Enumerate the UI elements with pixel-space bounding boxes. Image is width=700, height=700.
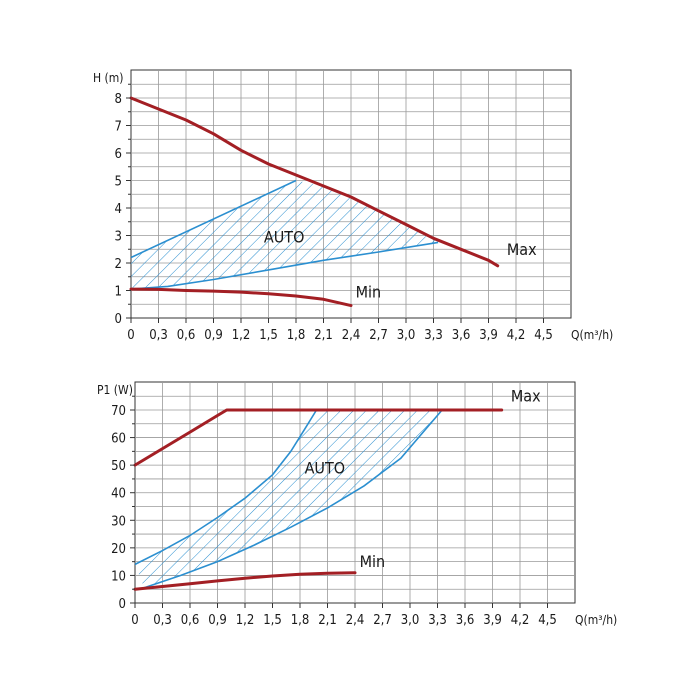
head-y-tick-label: 6 [115,147,122,162]
power-x-axis-label: Q(m³/h) [575,613,617,627]
power-x-tick-label: 1,5 [263,613,282,628]
power-max-curve [133,408,504,467]
power-x-tick-label: 4,2 [511,613,530,628]
power-y-axis-label: P1 (W) [97,383,133,397]
power-auto-upper-line [134,409,318,566]
head-y-tick-label: 5 [115,175,122,190]
head-auto-label: AUTO [264,227,305,246]
power-x-tick-label: 0 [131,613,138,628]
head-x-tick-label: 1,8 [287,328,306,343]
power-y-tick-label: 20 [111,542,126,557]
power-y-tick-label: 30 [111,514,126,529]
head-min-curve [129,287,353,308]
head-x-tick-label: 2,7 [369,328,388,343]
head-x-axis-label: Q(m³/h) [571,328,613,342]
power-x-tick-label: 2,7 [373,613,392,628]
head-x-tick-label: 4,2 [507,328,526,343]
head-auto-upper-line [130,179,297,259]
power-x-tick-label: 3,9 [483,613,502,628]
power-x-tick-label: 0,9 [208,613,227,628]
power-x-tick-label: 1,2 [236,613,255,628]
power-x-ticks: 0 0,3 0,6 0,9 1,2 1,5 1,8 2,1 2,4 2,7 3,0 3,3 3,6 3,9… [131,603,557,628]
head-x-tick-label: 2,4 [342,328,361,343]
head-x-tick-label: 3,9 [479,328,498,343]
head-x-tick-label: 0,9 [204,328,223,343]
head-auto-lower-line [130,241,439,290]
head-x-tick-label: 4,5 [534,328,553,343]
power-y-tick-label: 40 [111,487,126,502]
head-x-tick-label: 3,3 [424,328,443,343]
power-max-label: Max [511,387,541,406]
power-y-ticks: 0 10 20 30 40 50 60 70 [111,395,135,612]
head-chart: 0 0,3 0,6 0,9 1,2 1,5 1,8 2,1 2,4 2,7 3,0 3,3 3,6 3,9… [93,69,613,343]
head-y-tick-label: 7 [115,120,122,135]
head-x-tick-label: 2,1 [314,328,333,343]
power-y-tick-label: 50 [111,459,126,474]
head-y-tick-label: 1 [115,285,122,300]
power-x-tick-label: 0,6 [181,613,200,628]
power-min-curve [133,571,357,591]
head-x-tick-label: 0,3 [149,328,168,343]
power-x-tick-label: 0,3 [153,613,172,628]
power-x-tick-label: 3,3 [428,613,447,628]
power-y-tick-label: 10 [111,569,126,584]
power-chart: 0 0,3 0,6 0,9 1,2 1,5 1,8 2,1 2,4 2,7 3,0 3,3 3,6 3,9… [97,381,617,628]
head-x-tick-label: 0,6 [177,328,196,343]
head-x-ticks: 0 0,3 0,6 0,9 1,2 1,5 1,8 2,1 2,4 2,7 3,0 3,3 3,6 3,9… [127,318,553,343]
power-x-tick-label: 2,4 [346,613,365,628]
power-auto-lower-line [143,409,443,589]
head-y-tick-label: 3 [115,230,122,245]
head-min-label: Min [356,282,382,301]
power-y-tick-label: 70 [111,404,126,419]
head-y-axis-label: H (m) [93,71,124,85]
power-y-tick-label: 0 [119,597,126,612]
power-auto-region [135,410,443,588]
head-y-tick-label: 8 [115,92,122,107]
power-x-tick-label: 2,1 [318,613,337,628]
head-y-tick-label: 0 [115,312,122,327]
power-x-tick-label: 3,0 [401,613,420,628]
power-y-tick-label: 60 [111,432,126,447]
head-y-tick-label: 2 [115,257,122,272]
power-x-tick-label: 4,5 [538,613,557,628]
head-x-tick-label: 1,2 [232,328,251,343]
head-max-curve [129,96,500,268]
head-y-tick-label: 4 [115,202,122,217]
head-max-label: Max [507,240,537,259]
power-auto-label: AUTO [305,458,346,477]
head-x-tick-label: 1,5 [259,328,278,343]
head-x-tick-label: 3,6 [452,328,471,343]
power-x-tick-label: 1,8 [291,613,310,628]
power-x-tick-label: 3,6 [456,613,475,628]
head-x-tick-label: 0 [127,328,134,343]
head-y-ticks: 0 1 2 3 4 5 6 7 8 [115,83,131,327]
power-min-label: Min [360,552,386,571]
head-x-tick-label: 3,0 [397,328,416,343]
head-auto-region [131,180,439,290]
